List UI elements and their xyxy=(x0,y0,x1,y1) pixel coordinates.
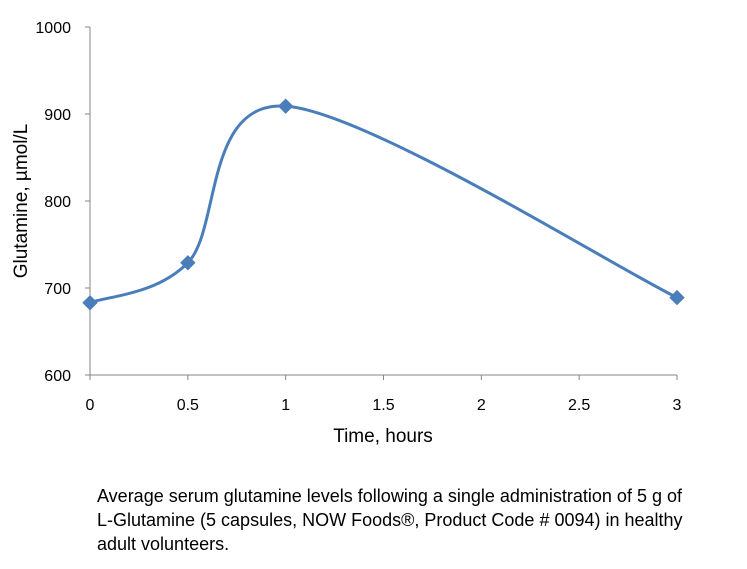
y-tick-label: 700 xyxy=(44,281,71,298)
x-tick-label: 3 xyxy=(673,397,682,414)
x-tick-label: 0 xyxy=(86,397,95,414)
x-tick-label: 2 xyxy=(477,397,486,414)
y-tick-label: 600 xyxy=(44,368,71,385)
y-axis-label: Glutamine, µmol/L xyxy=(11,124,32,279)
y-tick-label: 1000 xyxy=(35,20,71,37)
data-point-marker xyxy=(669,289,685,306)
figure-caption: Average serum glutamine levels following… xyxy=(97,486,683,554)
x-tick-label: 0.5 xyxy=(177,397,199,414)
x-tick-label: 1 xyxy=(281,397,290,414)
x-axis-label: Time, hours xyxy=(333,426,433,447)
y-tick-label: 800 xyxy=(44,194,71,211)
y-tick-label: 900 xyxy=(44,107,71,124)
line-chart: 600 700 800 900 1000 0 0.5 1 1.5 2 2.5 3 Time, hou… xyxy=(11,20,685,447)
x-tick-label: 1.5 xyxy=(372,397,394,414)
x-tick-label: 2.5 xyxy=(568,397,590,414)
data-point-marker xyxy=(82,295,98,311)
data-point-marker xyxy=(277,98,294,114)
series-line xyxy=(89,104,678,305)
data-point-marker xyxy=(180,255,196,271)
